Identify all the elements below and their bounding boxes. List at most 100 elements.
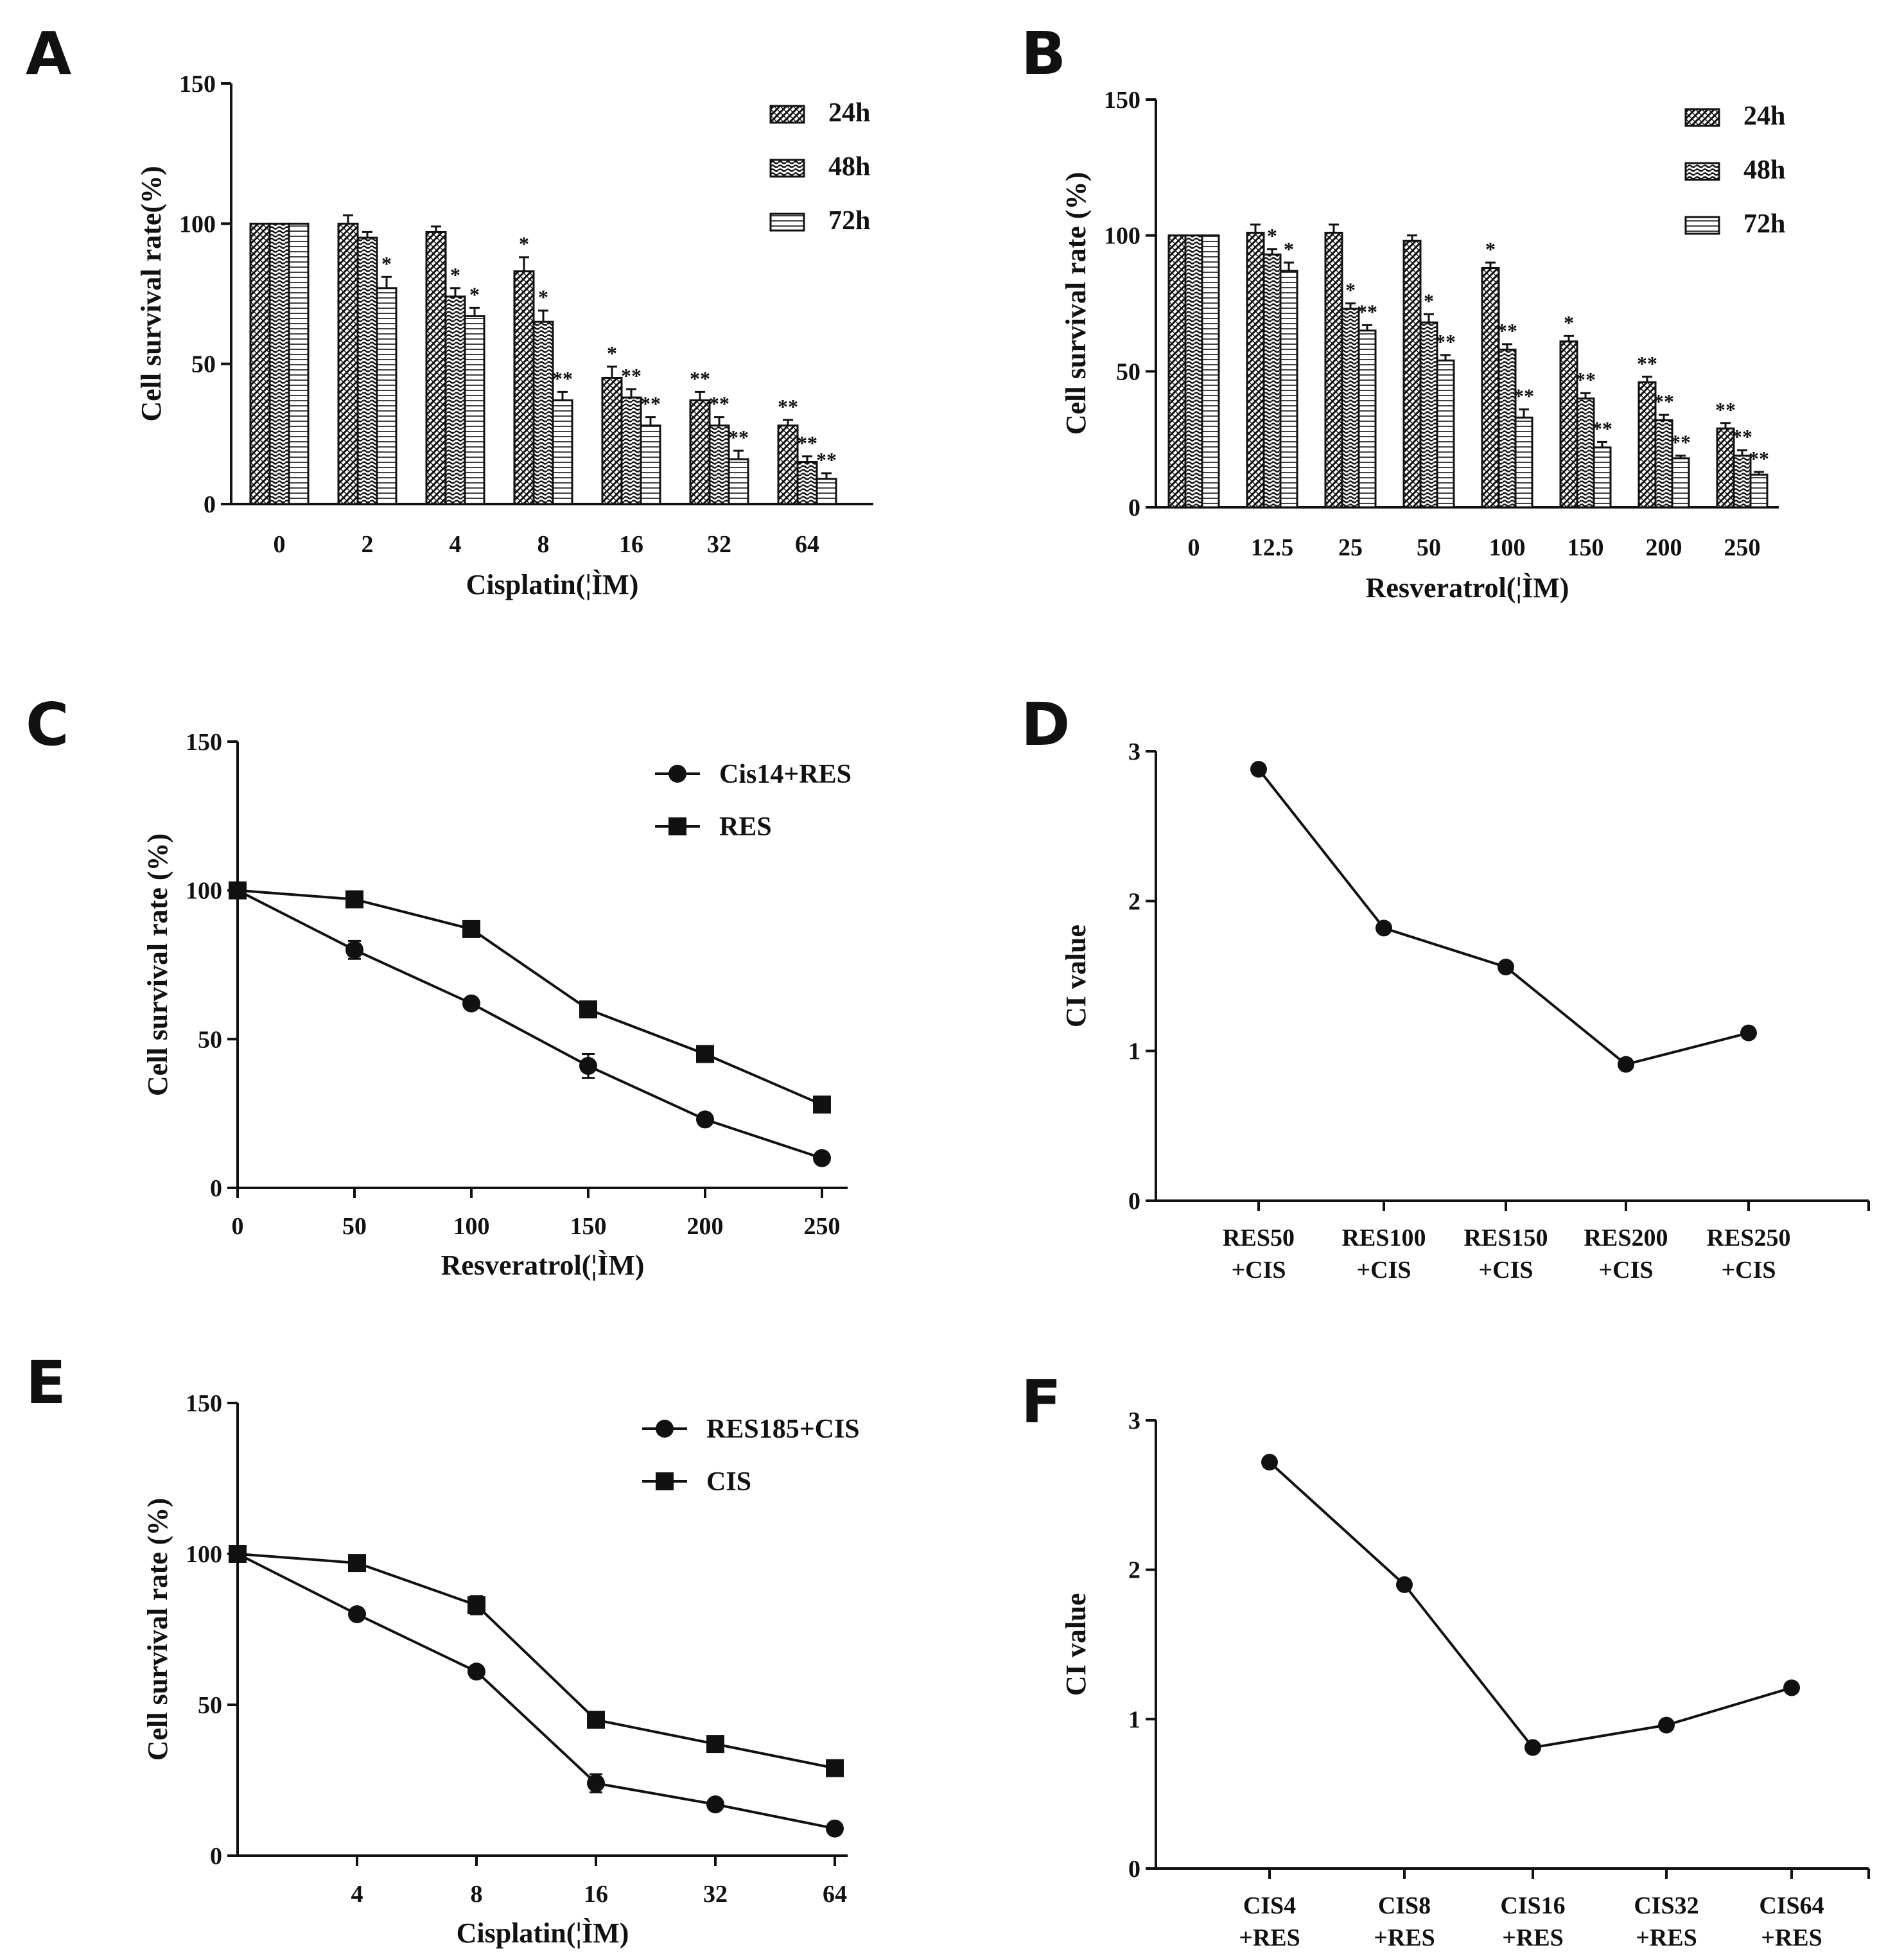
legend-label: 48h bbox=[1743, 155, 1785, 185]
bar bbox=[444, 295, 466, 505]
panel-letter-f: F bbox=[1021, 1368, 1061, 1436]
error-bar bbox=[538, 309, 548, 322]
series-line bbox=[237, 889, 823, 1160]
legend-label: 72h bbox=[1743, 209, 1785, 239]
bar bbox=[1324, 231, 1343, 509]
y-tick-label: 3 bbox=[1128, 738, 1140, 765]
x-axis-label: Resveratrol(¦ÌM) bbox=[1366, 572, 1569, 604]
y-tick-label: 0 bbox=[210, 1175, 222, 1202]
error-bar bbox=[1485, 261, 1496, 268]
x-tick-label: 150 bbox=[570, 1213, 607, 1240]
bar bbox=[1481, 266, 1500, 509]
x-tick-label: 64 bbox=[795, 531, 819, 558]
x-axis-label: Resveratrol(¦ÌM) bbox=[441, 1250, 645, 1281]
significance-label: * bbox=[1424, 289, 1434, 312]
data-point-square bbox=[587, 1711, 605, 1729]
data-point-circle bbox=[579, 1057, 597, 1076]
data-point-square bbox=[462, 919, 480, 938]
x-tick-label: 50 bbox=[342, 1213, 367, 1240]
x-tick-label: 100 bbox=[453, 1213, 490, 1240]
x-tick-label: 200 bbox=[687, 1213, 724, 1240]
data-point-circle bbox=[1524, 1739, 1541, 1756]
data-point-circle bbox=[1396, 1576, 1413, 1593]
chart-f: 0 1 2 3 CI value CIS4 +RES CIS8 +RES CIS16 +RES CIS… bbox=[1060, 1407, 1870, 1951]
data-point-circle bbox=[706, 1795, 724, 1814]
x-tick-label: CIS16 bbox=[1500, 1892, 1565, 1919]
error-bar bbox=[821, 472, 832, 479]
x-tick-label: 150 bbox=[1568, 534, 1604, 561]
bar bbox=[249, 222, 271, 505]
error-bar bbox=[733, 449, 744, 460]
x-tick-label: RES50 bbox=[1223, 1224, 1295, 1251]
x-tick-label: +CIS bbox=[1598, 1257, 1653, 1284]
y-tick-label: 2 bbox=[1128, 1557, 1140, 1584]
bar bbox=[425, 231, 447, 505]
significance-label: * bbox=[381, 252, 392, 275]
x-tick-label: 100 bbox=[1489, 534, 1526, 561]
error-bar bbox=[431, 225, 441, 232]
significance-label: ** bbox=[1575, 368, 1596, 391]
significance-label: * bbox=[607, 342, 617, 365]
y-tick-label: 50 bbox=[198, 1026, 222, 1053]
bar bbox=[1733, 455, 1752, 509]
bar bbox=[1167, 234, 1187, 509]
y-tick-label: 0 bbox=[1128, 1188, 1140, 1215]
bar bbox=[1749, 473, 1769, 509]
panel-letter-e: E bbox=[26, 1348, 66, 1417]
bar bbox=[1514, 416, 1533, 509]
bar bbox=[640, 424, 661, 505]
error-bar bbox=[1345, 302, 1356, 309]
error-bar bbox=[1737, 449, 1747, 456]
y-tick-label: 1 bbox=[1128, 1038, 1140, 1065]
significance-label: ** bbox=[728, 426, 749, 449]
significance-label: * bbox=[1267, 224, 1277, 247]
significance-label: ** bbox=[1715, 398, 1736, 421]
significance-label: ** bbox=[778, 395, 798, 418]
bar bbox=[1262, 253, 1282, 509]
y-axis-label: Cell survival rate(%) bbox=[135, 166, 167, 421]
y-tick-label: 100 bbox=[186, 878, 222, 905]
data-point-circle bbox=[1250, 761, 1267, 778]
x-tick-label: 8 bbox=[537, 531, 550, 558]
x-tick-label: CIS32 bbox=[1634, 1892, 1699, 1919]
error-bar bbox=[469, 306, 480, 317]
data-point-circle bbox=[467, 1662, 485, 1681]
legend-swatch bbox=[769, 213, 805, 232]
bar bbox=[1402, 240, 1422, 509]
y-axis-label: Cell survival rate (%) bbox=[142, 833, 173, 1096]
x-tick-label: 0 bbox=[274, 531, 286, 558]
y-tick-label: 0 bbox=[1128, 1856, 1140, 1883]
bar bbox=[464, 315, 485, 505]
y-tick-label: 100 bbox=[186, 1541, 222, 1568]
significance-label: ** bbox=[621, 364, 642, 387]
legend-label: RES bbox=[719, 812, 772, 842]
x-tick-label: 0 bbox=[1188, 534, 1200, 561]
bar bbox=[728, 458, 749, 505]
data-point-square bbox=[348, 1554, 366, 1573]
bar bbox=[1638, 381, 1657, 509]
x-tick-label: 8 bbox=[471, 1881, 483, 1908]
significance-label: ** bbox=[1497, 319, 1517, 342]
data-point-circle bbox=[1658, 1716, 1675, 1734]
error-bar bbox=[1407, 234, 1417, 241]
error-bar bbox=[1754, 471, 1764, 475]
data-point-square bbox=[813, 1095, 831, 1114]
error-bar bbox=[1502, 343, 1512, 350]
chart-c: 0 50 100 150 Cell survival rate (%) 0 50 100 150… bbox=[142, 729, 852, 1281]
x-tick-label: RES250 bbox=[1707, 1224, 1791, 1251]
x-tick-label: +RES bbox=[1374, 1924, 1435, 1951]
error-bar bbox=[1675, 455, 1686, 458]
significance-label: * bbox=[1564, 311, 1574, 334]
y-tick-label: 1 bbox=[1128, 1706, 1140, 1733]
x-tick-label: 4 bbox=[351, 1881, 363, 1908]
bar bbox=[337, 222, 359, 505]
significance-label: * bbox=[519, 232, 529, 256]
error-bar bbox=[1424, 313, 1434, 323]
x-tick-label: +CIS bbox=[1478, 1257, 1533, 1284]
x-tick-label: CIS8 bbox=[1378, 1892, 1431, 1919]
error-bar bbox=[783, 419, 793, 426]
data-point-circle bbox=[1740, 1024, 1757, 1041]
x-tick-label: CIS64 bbox=[1759, 1892, 1824, 1919]
y-tick-label: 150 bbox=[186, 1390, 222, 1417]
